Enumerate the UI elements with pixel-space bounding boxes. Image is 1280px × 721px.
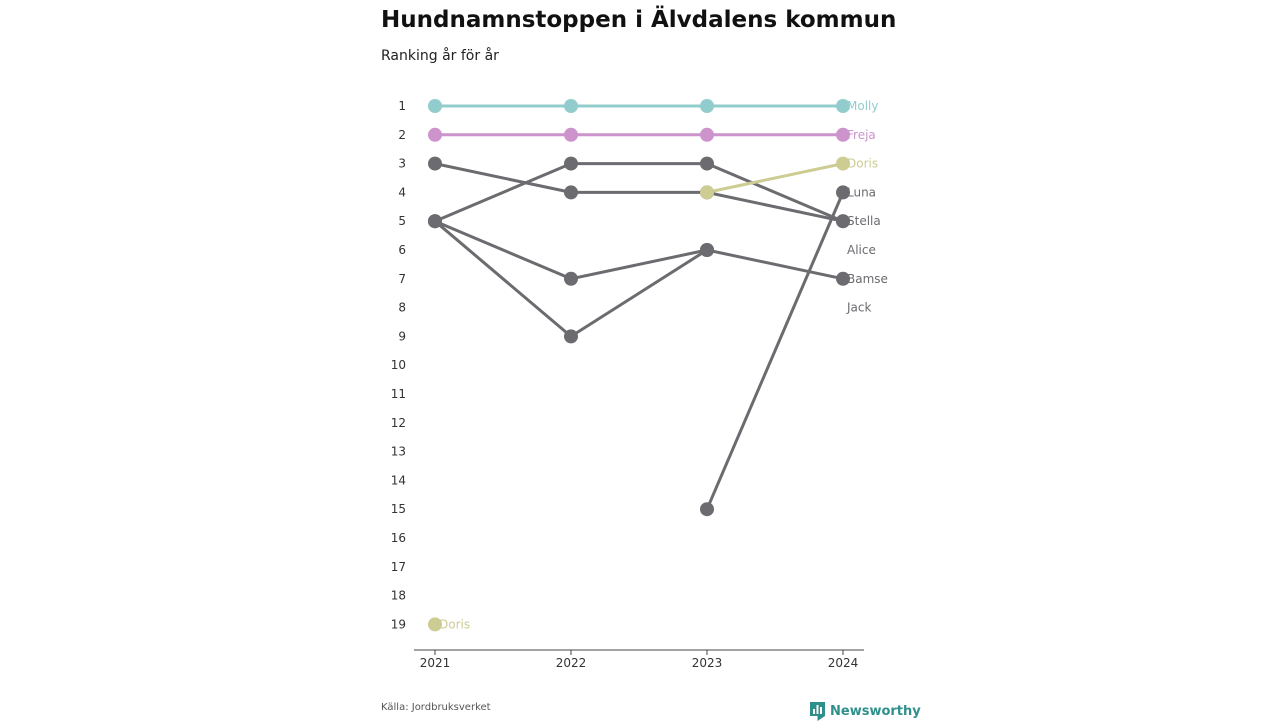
brand-name: Newsworthy <box>830 703 921 719</box>
chart-title: Hundnamnstoppen i Älvdalens kommun <box>381 7 897 33</box>
data-point-freja <box>836 127 850 142</box>
y-tick-label: 8 <box>398 301 406 315</box>
y-tick-label: 9 <box>398 329 406 343</box>
series-lines <box>433 104 845 511</box>
y-tick-label: 5 <box>398 214 406 228</box>
series-label-molly: Molly <box>847 99 878 113</box>
data-point-doris <box>700 185 714 200</box>
data-point-molly <box>836 99 850 113</box>
y-tick-label: 1 <box>398 99 406 113</box>
data-point-stella <box>428 156 442 171</box>
y-tick-label: 15 <box>391 502 406 516</box>
series-start-label-doris: Doris <box>439 617 470 631</box>
y-tick-label: 2 <box>398 128 406 142</box>
series-line-doris <box>705 162 845 194</box>
series-line-bamse <box>433 219 573 281</box>
y-tick-label: 14 <box>391 473 406 487</box>
y-tick-label: 16 <box>391 531 406 545</box>
data-point-stella <box>564 185 578 200</box>
series-label-jack: Jack <box>846 301 871 315</box>
x-tick-label: 2021 <box>420 656 451 670</box>
data-point-doris <box>428 617 442 632</box>
series-line-bamse <box>569 248 709 281</box>
y-tick-label: 4 <box>398 185 406 199</box>
data-point-freja <box>564 127 578 142</box>
y-tick-label: 19 <box>391 617 406 631</box>
newsworthy-logo-icon <box>810 701 825 721</box>
data-point-alice <box>564 156 578 171</box>
data-point-alice <box>700 156 714 171</box>
series-line-alice <box>705 162 845 223</box>
y-tick-label: 3 <box>398 157 406 171</box>
series-label-doris: Doris <box>847 157 878 171</box>
chart-subtitle: Ranking år för år <box>381 48 499 64</box>
series-label-freja: Freja <box>847 128 876 142</box>
data-point-jack <box>700 243 714 257</box>
series-label-alice: Alice <box>847 243 876 257</box>
y-tick-label: 11 <box>391 387 406 401</box>
series-line-luna <box>705 190 845 511</box>
series-line-jack <box>433 219 573 338</box>
series-label-luna: Luna <box>847 185 876 199</box>
brand-logo[interactable]: Newsworthy <box>810 701 921 721</box>
data-point-molly <box>428 99 442 113</box>
series-label-bamse: Bamse <box>847 272 888 286</box>
y-tick-label: 12 <box>391 416 406 430</box>
data-point-alice <box>836 214 850 229</box>
source-note: Källa: Jordbruksverket <box>381 702 491 713</box>
series-line-bamse <box>705 248 845 281</box>
data-point-doris <box>836 156 850 171</box>
data-point-bamse <box>564 271 578 286</box>
x-tick-label: 2024 <box>828 656 859 670</box>
data-point-freja <box>428 127 442 142</box>
series-line-stella <box>705 190 845 223</box>
series-line-stella <box>433 162 573 194</box>
series-line-alice <box>433 162 573 223</box>
x-tick-label: 2023 <box>692 656 723 670</box>
x-tick-label: 2022 <box>556 656 587 670</box>
data-point-molly <box>564 99 578 113</box>
data-point-luna <box>836 185 850 200</box>
y-tick-label: 13 <box>391 445 406 459</box>
data-point-molly <box>700 99 714 113</box>
data-point-jack <box>564 329 578 344</box>
y-tick-label: 7 <box>398 272 406 286</box>
series-label-stella: Stella <box>847 214 881 228</box>
data-point-freja <box>700 127 714 142</box>
y-tick-label: 18 <box>391 589 406 603</box>
y-tick-label: 17 <box>391 560 406 574</box>
data-point-bamse <box>836 271 850 286</box>
data-point-luna <box>700 502 714 517</box>
series-labels: Molly Freja Doris Luna Stella Alice Bamse Jack D… <box>439 99 888 631</box>
y-tick-label: 10 <box>391 358 406 372</box>
series-line-jack <box>569 248 709 338</box>
series-points <box>428 99 850 632</box>
y-tick-label: 6 <box>398 243 406 257</box>
data-point-jack <box>428 214 442 229</box>
